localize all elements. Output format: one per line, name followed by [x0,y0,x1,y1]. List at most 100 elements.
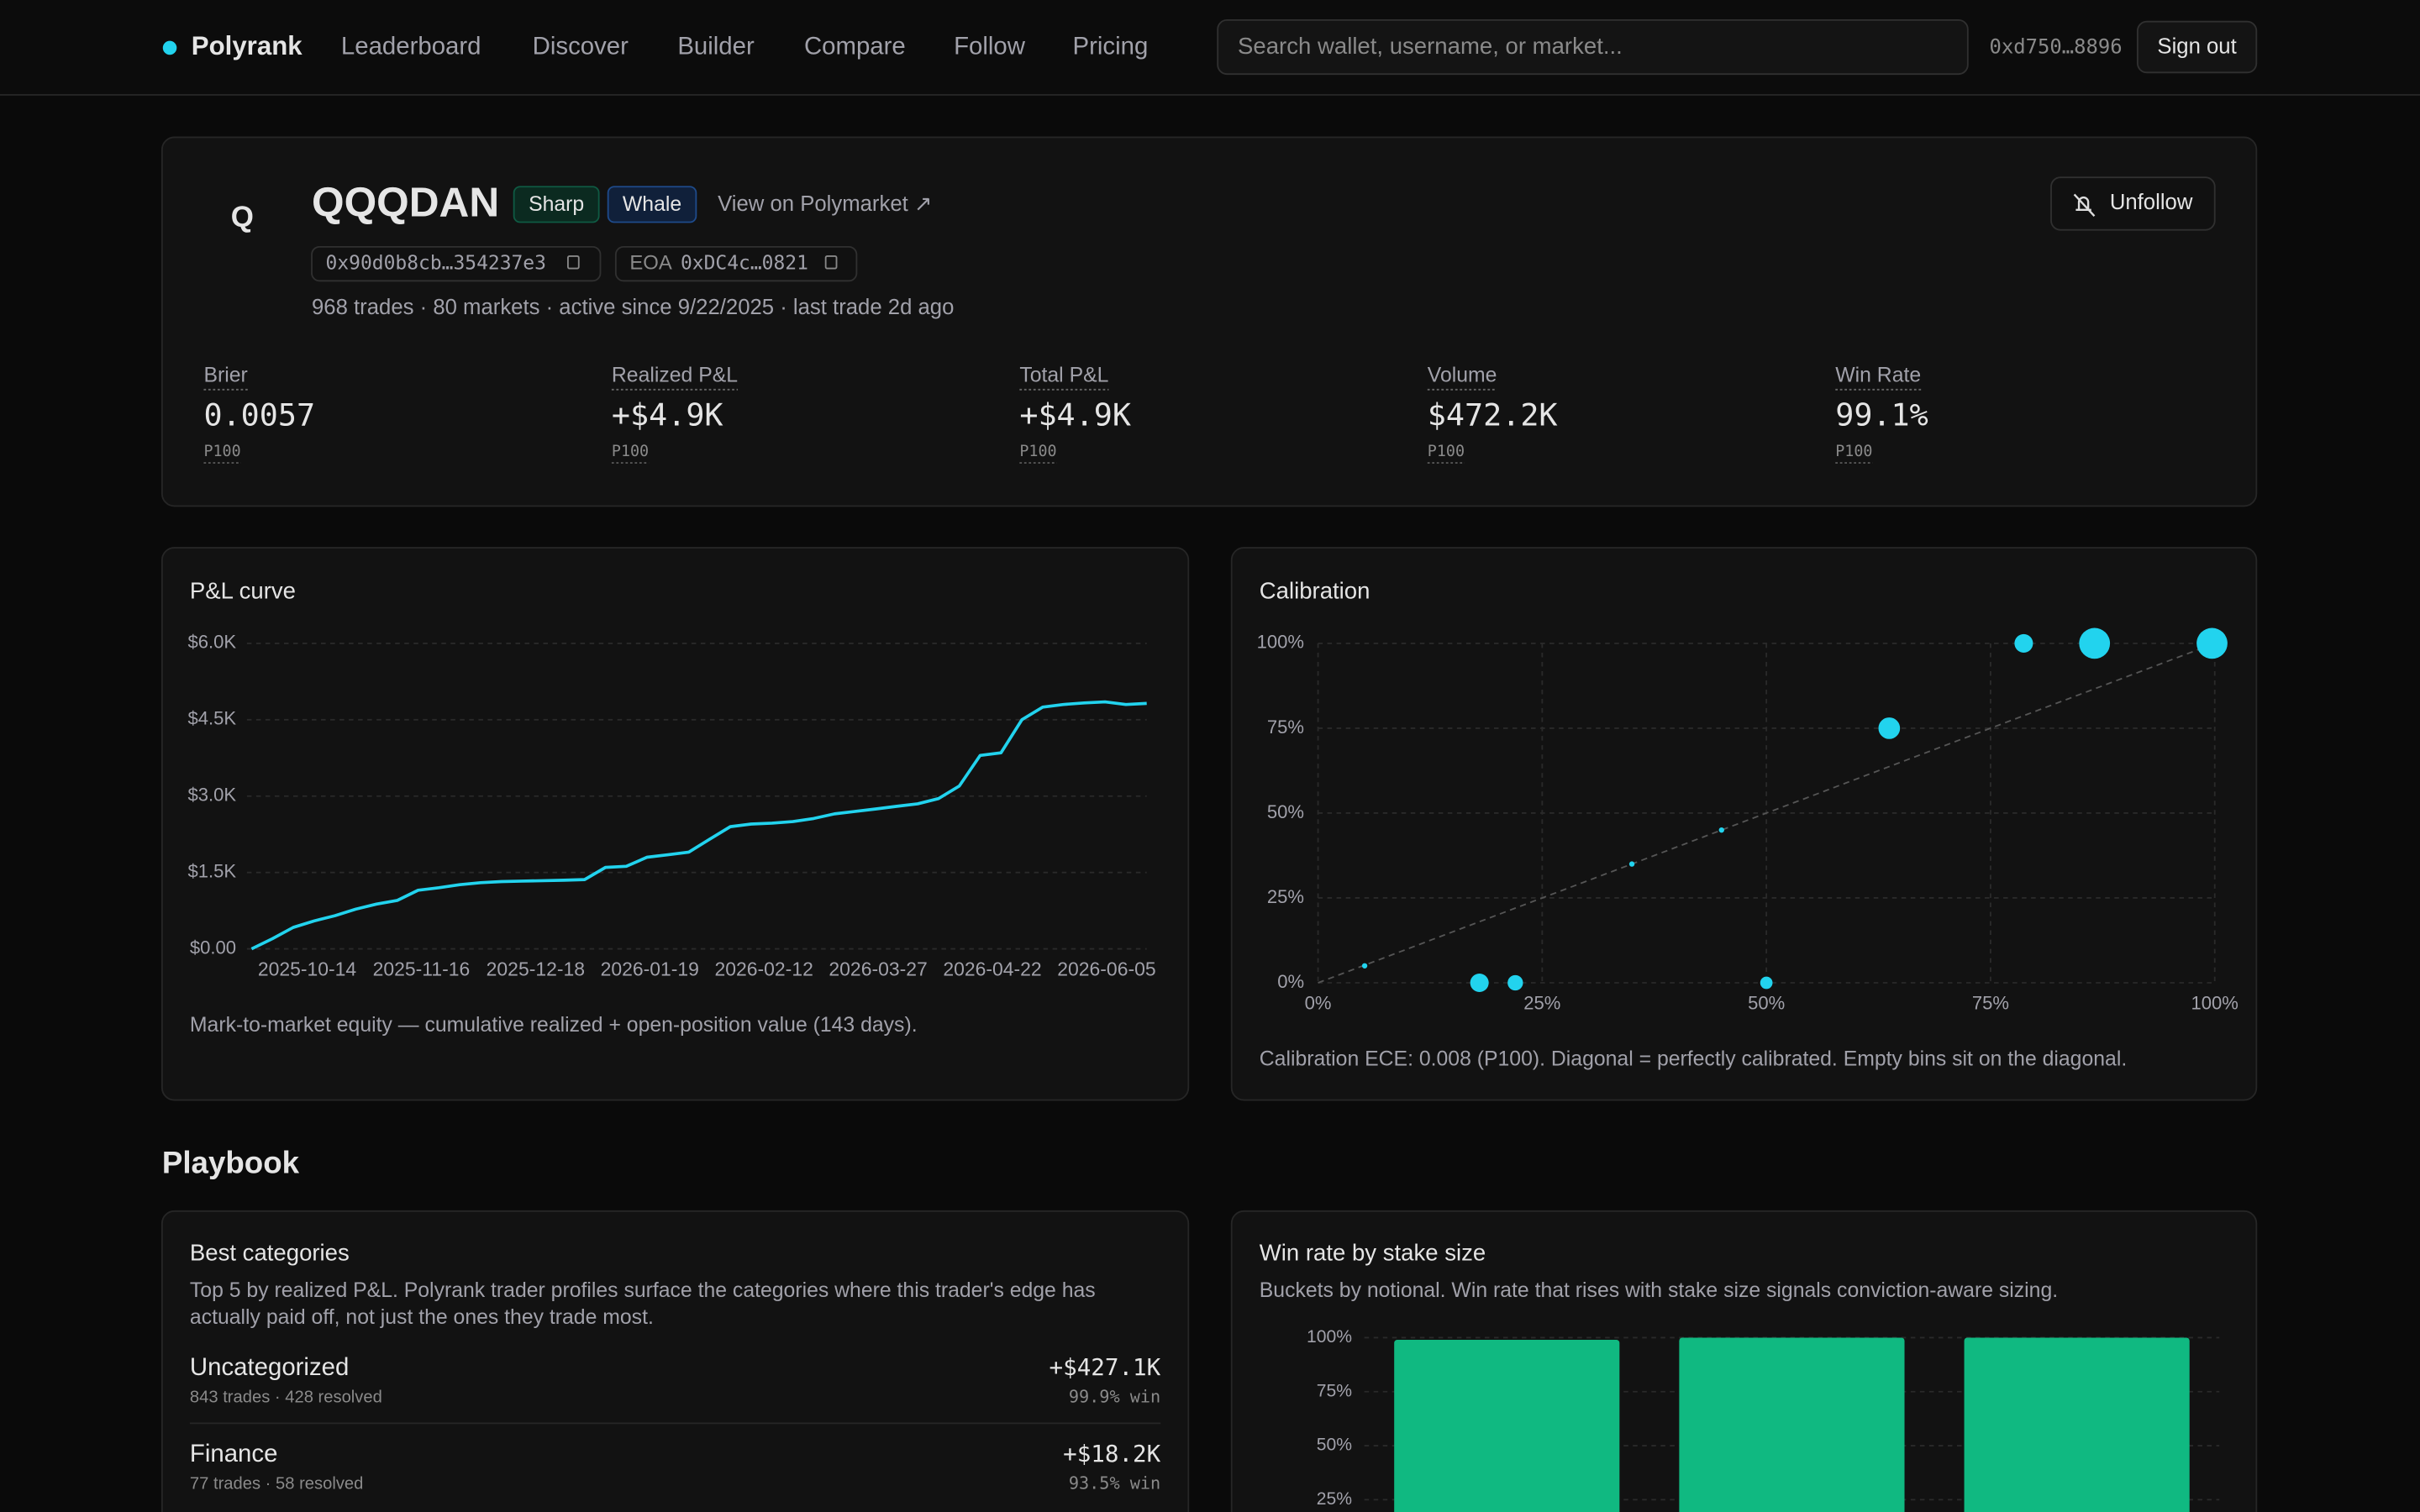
stat-label: Total P&L [1019,365,1108,387]
calibration-point [1878,717,1901,739]
nav-link[interactable]: Leaderboard [341,33,481,60]
stat-value: $472.2K [1428,396,1558,433]
bar [1394,1340,1620,1512]
chart-caption: Calibration ECE: 0.008 (P100). Diagonal … [1260,1047,2127,1070]
y-tick-label: 0% [1277,971,1304,992]
eoa-label: EOA [629,251,671,274]
y-tick-label: $0.00 [190,937,236,958]
chart-caption: Mark-to-market equity — cumulative reali… [190,1014,918,1037]
badge-label: Whale [623,193,681,216]
badge-label: Sharp [529,193,584,216]
stat-label: Realized P&L [612,365,738,387]
categories-card [160,1210,1190,1512]
x-tick-label: 2026-06-05 [1057,958,1155,979]
y-tick-label: 100% [1257,632,1304,653]
profile-summary: 968 trades · 80 markets · active since 9… [312,296,954,319]
chart-subtitle: Buckets by notional. Win rate that rises… [1260,1279,2058,1302]
card-title: Best categories [190,1240,350,1266]
bar [1679,1337,1905,1512]
search-placeholder: Search wallet, username, or market... [1238,33,1623,59]
calibration-point [1718,827,1724,833]
calibration-card [1230,547,2258,1101]
bar [1964,1337,2190,1512]
stat-label: Volume [1428,365,1497,387]
nav-link[interactable]: Discover [533,33,629,60]
sign-out-button[interactable] [2136,20,2258,74]
stat-value: +$4.9K [612,396,723,433]
calibration-point [1507,974,1523,991]
calibration-point [2196,627,2228,659]
nav-link[interactable]: Compare [804,33,906,60]
nav-link[interactable]: Pricing [1073,33,1149,60]
stat-label: Win Rate [1835,365,1921,387]
stat-rank: P100 [1835,443,1872,460]
x-tick-label: 100% [2191,993,2238,1014]
category-meta: 843 trades · 428 resolved [190,1388,382,1406]
wallet-address: 0xd750…8896 [1990,34,2123,58]
y-tick-label: $4.5K [187,708,236,729]
unfollow-button[interactable] [2050,176,2216,231]
pnl-card [160,547,1190,1101]
card-description: Top 5 by realized P&L. Polyrank trader p… [190,1279,1096,1302]
calibration-point [2079,627,2111,659]
category-pnl: +$427.1K [1050,1354,1161,1381]
sign-out-label: Sign out [2157,35,2236,59]
stat-value: 99.1% [1835,396,1928,433]
y-tick-label: 25% [1267,886,1304,907]
card-description: actually paid off, not just the ones the… [190,1306,654,1329]
y-tick-label: 50% [1267,801,1304,822]
calibration-point [2014,633,2033,653]
x-tick-label: 2026-03-27 [829,958,927,979]
calibration-point [1470,973,1489,993]
category-win: 93.5% win [1069,1473,1160,1493]
category-name[interactable]: Finance [190,1440,278,1467]
nav-link[interactable]: Follow [954,33,1026,60]
address-pill[interactable] [311,245,602,282]
y-tick-label: $1.5K [187,861,236,882]
stat-value: +$4.9K [1019,396,1131,433]
search-box[interactable] [1217,18,1969,76]
avatar: Q [231,201,254,234]
chart-title: P&L curve [190,578,296,604]
x-tick-label: 75% [1972,993,2009,1014]
copy-icon[interactable] [824,255,838,270]
category-pnl: +$18.2K [1063,1441,1161,1467]
badge [513,186,600,223]
y-tick-label: 100% [1307,1327,1352,1347]
stat-rank: P100 [1428,443,1465,460]
brand-dot [162,40,177,55]
x-tick-label: 2026-02-12 [715,958,813,979]
stat-rank: P100 [612,443,649,460]
eoa-pill[interactable] [614,245,858,282]
nav-link[interactable]: Builder [677,33,755,60]
pnl-line [250,700,1147,951]
copy-icon[interactable] [567,255,580,270]
y-tick-label: 25% [1317,1489,1352,1509]
calibration-point [1361,963,1368,969]
unfollow-label: Unfollow [2110,191,2193,214]
stat-rank: P100 [1019,443,1056,460]
y-tick-label: $3.0K [187,785,236,806]
category-name[interactable]: Uncategorized [190,1353,349,1381]
wallet-address: 0x90d0b8cb…354237e3 [326,253,546,275]
bell-off-icon [2073,193,2096,217]
x-tick-label: 2026-04-22 [943,958,1041,979]
chart-title: Calibration [1260,578,1370,604]
eoa-address: 0xDC4c…0821 [681,253,808,275]
calibration-point [1760,976,1773,990]
chart-title: Win rate by stake size [1260,1240,1486,1266]
x-tick-label: 0% [1305,993,1332,1014]
x-tick-label: 2025-10-14 [258,958,357,979]
diagonal [1318,643,2216,984]
category-meta: 77 trades · 58 resolved [190,1474,363,1493]
stat-value: 0.0057 [203,396,315,433]
category-win: 99.9% win [1069,1387,1160,1407]
navbar [0,0,2420,95]
badge [607,186,697,223]
stat-rank: P100 [203,443,240,460]
polymarket-link[interactable]: View on Polymarket ↗ [718,192,932,216]
x-tick-label: 25% [1523,993,1560,1014]
brand[interactable]: Polyrank [192,31,303,60]
